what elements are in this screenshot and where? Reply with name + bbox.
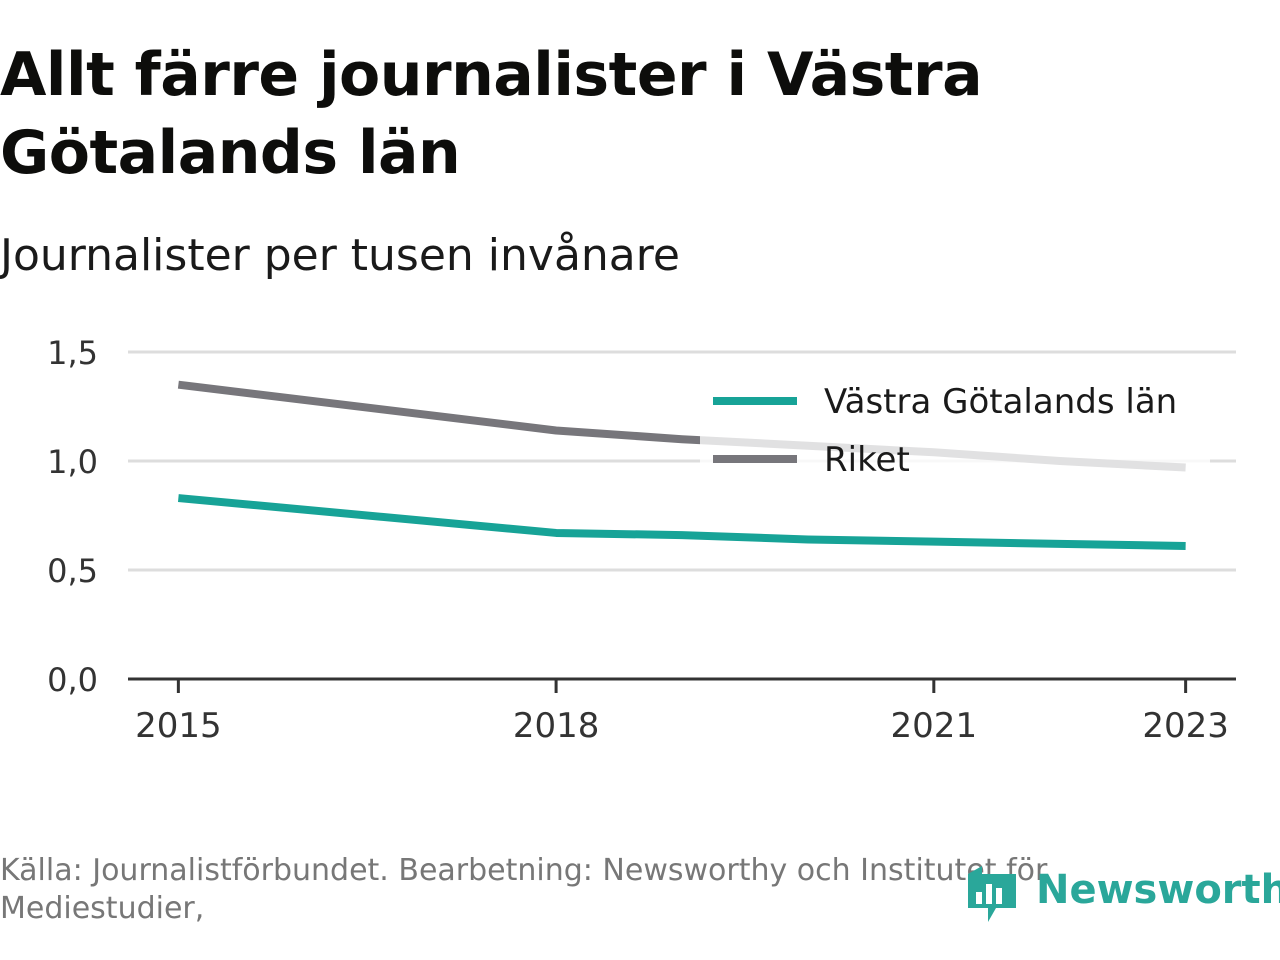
chart-subtitle: Journalister per tusen invånare [0, 230, 680, 281]
x-tick-label: 2023 [1142, 706, 1229, 746]
logo-text: Newsworthy [1036, 867, 1280, 913]
legend: Västra Götalands län Riket [700, 374, 1210, 490]
y-tick-label: 0,5 [47, 552, 98, 590]
source-note: Källa: Journalistförbundet. Bearbetning:… [0, 853, 1048, 926]
x-tick-label: 2018 [513, 706, 600, 746]
chart-title: Allt färre journalister i Västra Götalan… [0, 40, 983, 188]
y-tick-label: 1,0 [47, 443, 98, 481]
x-tick-label: 2021 [891, 706, 978, 746]
legend-label: Västra Götalands län [824, 382, 1177, 422]
y-tick-label: 1,5 [47, 334, 98, 372]
series-line-0 [177, 494, 1186, 551]
y-tick-label: 0,0 [47, 661, 98, 699]
x-tick-label: 2015 [135, 706, 222, 746]
legend-label: Riket [824, 440, 910, 480]
legend-background [700, 374, 1210, 490]
line-chart: 0,0 0,5 1,0 1,5 2015 2018 2021 2023 Västra Göt… [47, 334, 1236, 746]
y-axis-ticks: 0,0 0,5 1,0 1,5 [47, 334, 98, 699]
x-axis: 2015 2018 2021 2023 [128, 677, 1236, 746]
newsworthy-logo: Newsworthy [966, 864, 1280, 924]
newsworthy-logo-icon [968, 866, 1016, 922]
